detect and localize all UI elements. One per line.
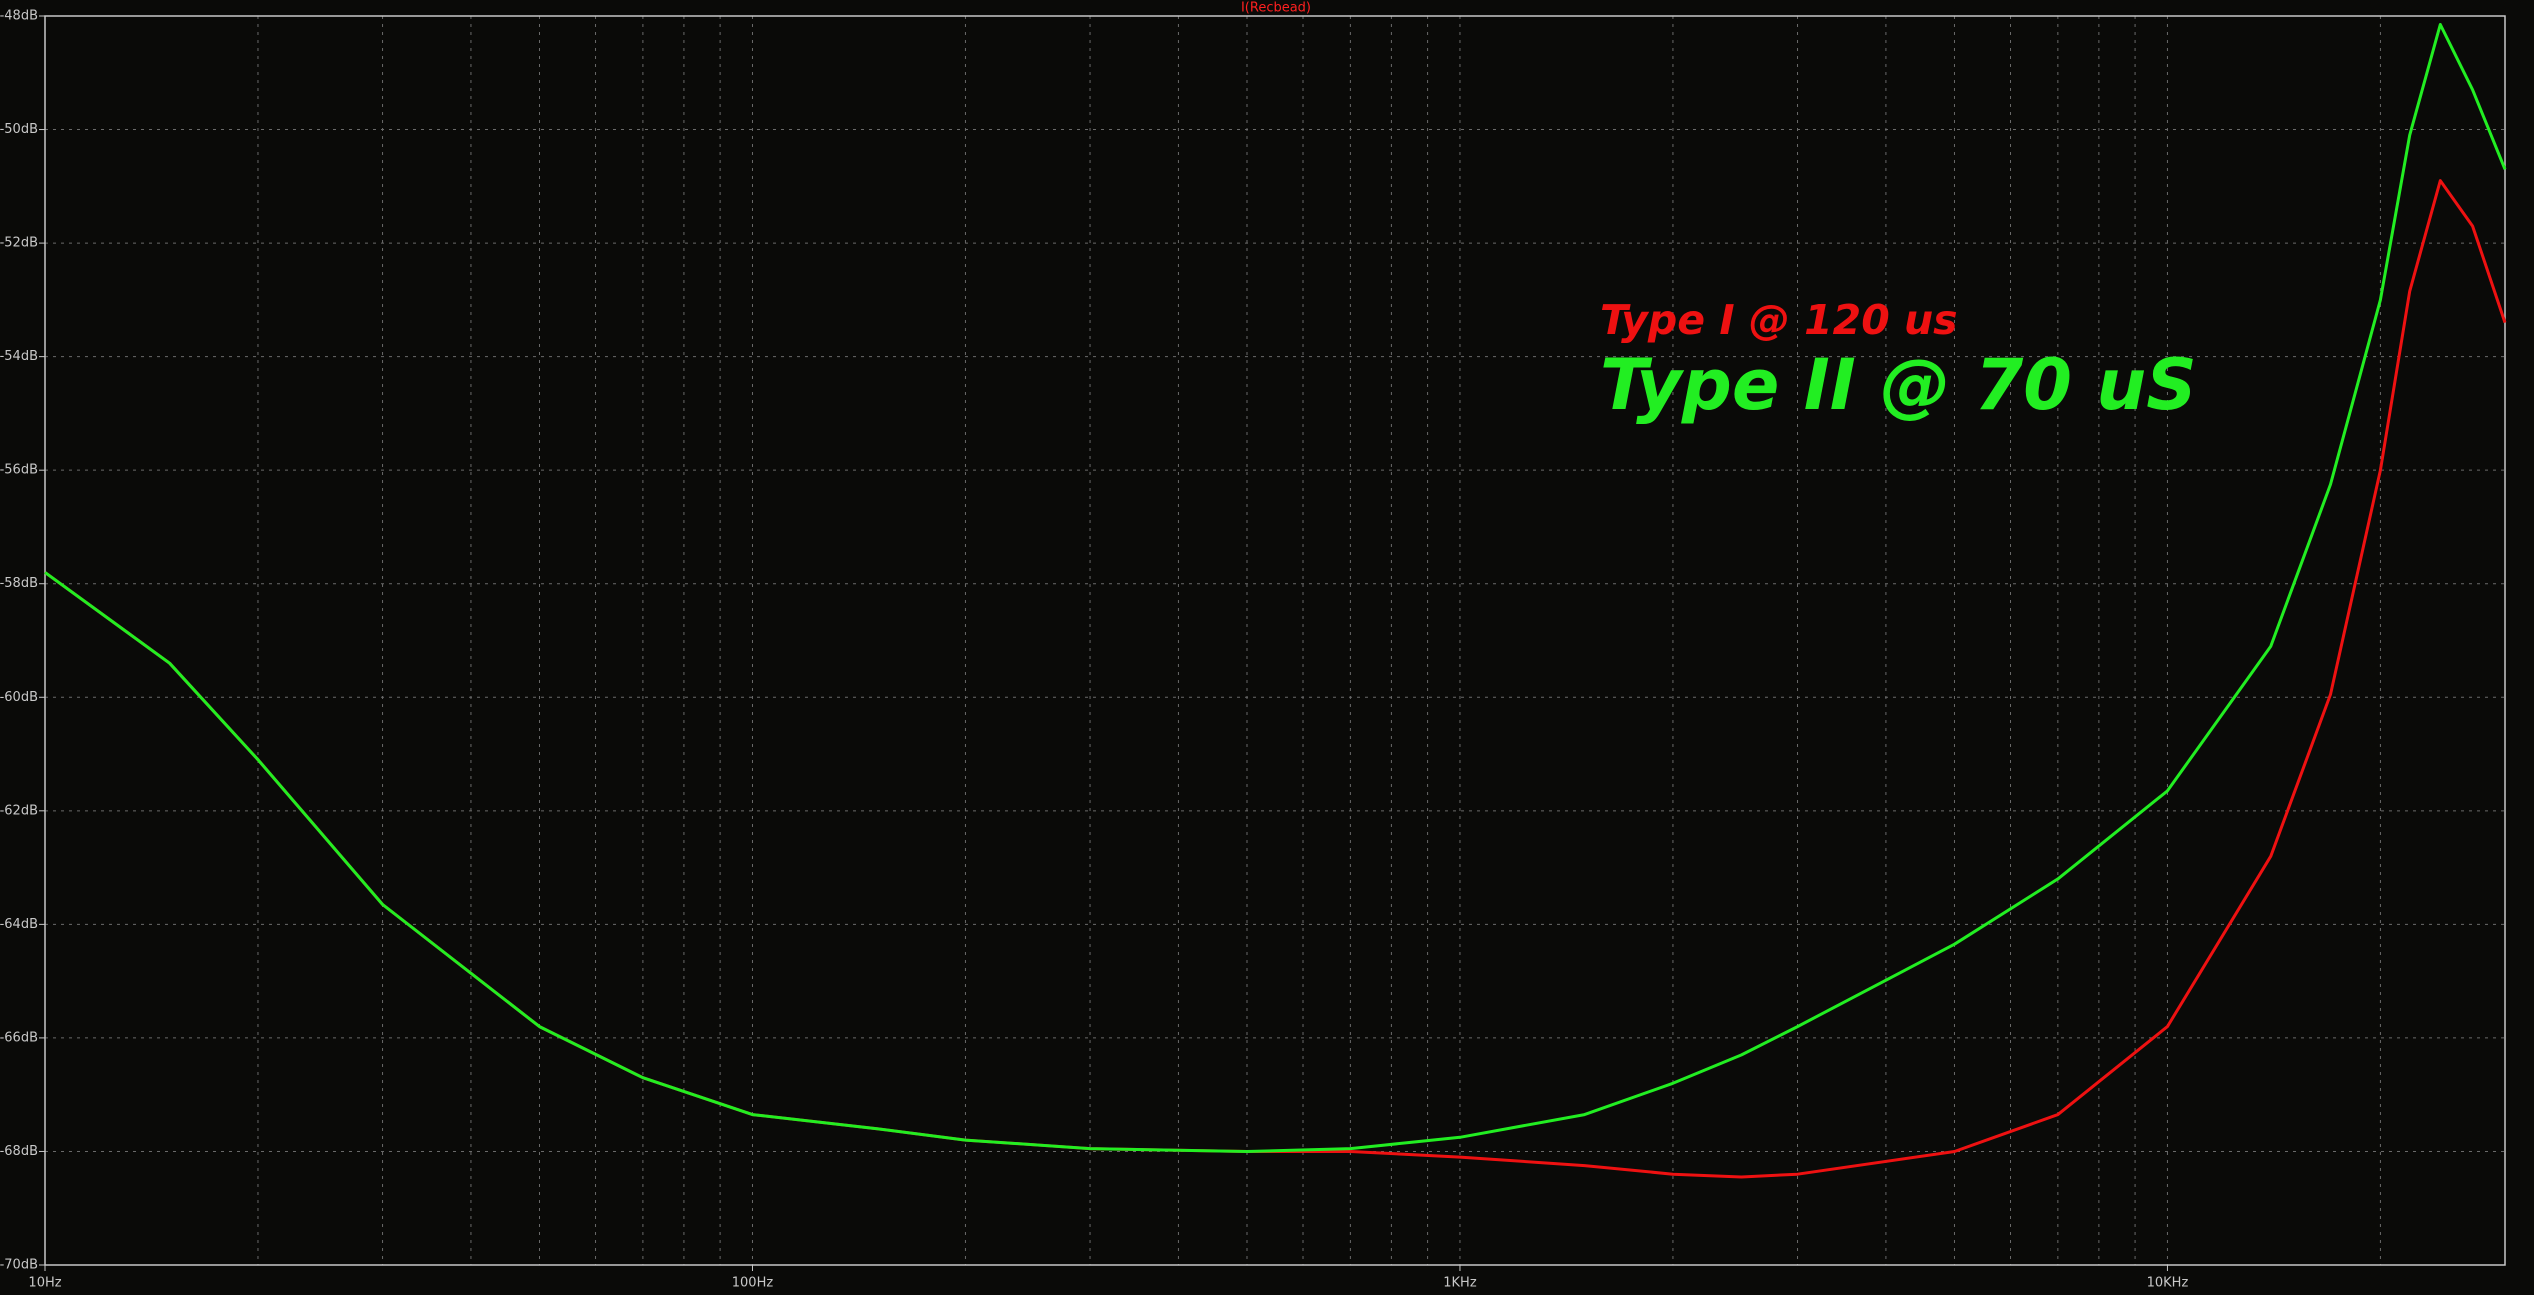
chart-title: I(Recbead) [1241, 1, 1311, 16]
series-label: Type I @ 120 us [1600, 296, 1958, 344]
y-tick-label: -64dB [0, 917, 38, 932]
x-tick-label: 100Hz [732, 1276, 774, 1291]
y-tick-label: -50dB [0, 122, 38, 137]
y-tick-label: -56dB [0, 463, 38, 478]
plot-frame [44, 15, 2506, 1266]
y-tick-label: -66dB [0, 1030, 38, 1045]
x-tick-label: 10KHz [2147, 1276, 2189, 1291]
y-tick-label: -70dB [0, 1258, 38, 1273]
x-tick-label: 1KHz [1443, 1276, 1477, 1291]
y-tick-label: -62dB [0, 803, 38, 818]
series-label: Type II @ 70 uS [1600, 344, 2197, 426]
y-tick-label: -48dB [0, 9, 38, 24]
series-line [44, 23, 2507, 1153]
x-tick-label: 10Hz [28, 1276, 61, 1291]
y-tick-label: -54dB [0, 349, 38, 364]
y-tick-label: -68dB [0, 1144, 38, 1159]
y-tick-label: -58dB [0, 576, 38, 591]
y-tick-label: -60dB [0, 690, 38, 705]
y-tick-label: -52dB [0, 236, 38, 251]
